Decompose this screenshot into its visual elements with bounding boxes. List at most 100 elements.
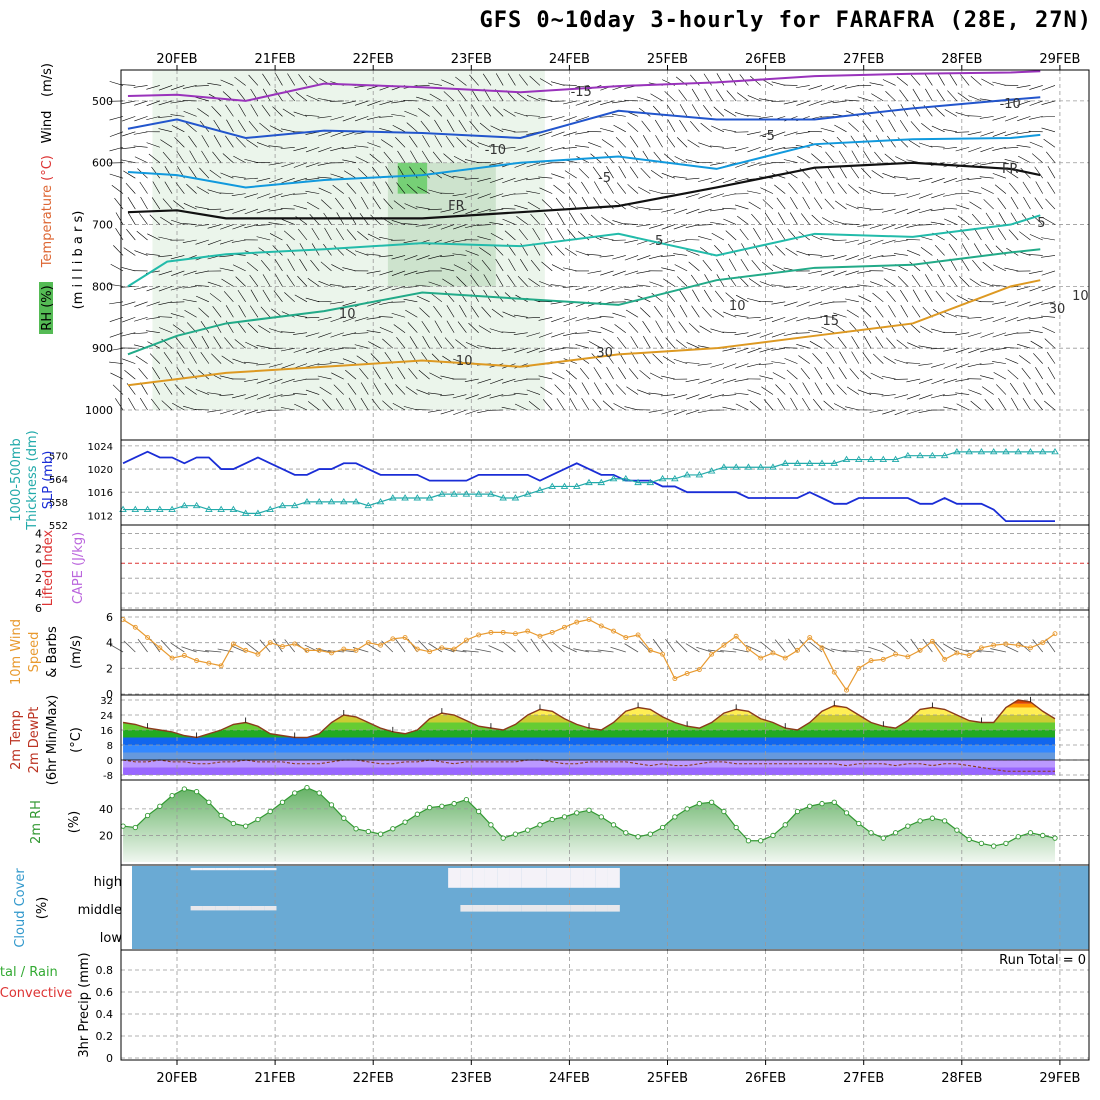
wind-barb [563, 267, 577, 272]
wind-barb [320, 261, 332, 272]
wind-barb [189, 351, 197, 364]
wind-barb [630, 150, 639, 163]
wind-barb [418, 369, 430, 380]
wind-barb [796, 286, 810, 291]
wind-barb [342, 131, 357, 137]
wind-barb [468, 322, 479, 333]
wind-barb [404, 255, 418, 261]
wind-barb [367, 301, 381, 307]
temp2m-unit: (°C) [69, 727, 84, 753]
wind-barb [895, 156, 908, 163]
wind-barb [183, 203, 197, 210]
wind-barb [1045, 198, 1056, 210]
wind-barb [636, 206, 651, 210]
wind-barb [333, 245, 344, 256]
wind-barb [422, 135, 430, 148]
wind-barb [796, 100, 810, 106]
wind-barb [381, 139, 393, 148]
wind-barb [771, 81, 786, 86]
wind-barb [322, 399, 332, 411]
slp-tick-label: 1012 [88, 511, 113, 522]
wind-barb [1029, 301, 1043, 307]
wind-barb [820, 255, 835, 258]
wind-barb [886, 290, 896, 303]
wind-barb [317, 363, 332, 366]
wind-barb [918, 378, 933, 384]
wind-speed-point [206, 660, 212, 666]
wind-barb [1030, 340, 1043, 349]
wind-barb [881, 394, 896, 397]
wind-barb [575, 85, 590, 88]
wind10m-barb [502, 641, 516, 653]
wind-barb [1029, 85, 1043, 90]
wind-barb [785, 170, 798, 179]
wind-barb [248, 120, 259, 133]
wind-barb [182, 299, 197, 303]
wind-barb [495, 73, 504, 86]
wind-barb [320, 199, 332, 210]
wind-barb [514, 403, 528, 411]
wind-barb [722, 128, 737, 133]
wind-barb [753, 227, 761, 241]
wind-barb [910, 121, 921, 133]
wind-barb [991, 284, 1006, 287]
wind-barb [796, 344, 810, 349]
temp-tick-label: 8 [107, 741, 113, 752]
wind-barb [967, 316, 982, 319]
wind-barb [685, 362, 700, 364]
wind10m-barb [381, 640, 394, 653]
wind-barb [906, 224, 921, 228]
wind-barb [211, 105, 222, 117]
wind-barb [373, 382, 381, 395]
temp-tick-label: 32 [100, 696, 113, 707]
wind-barb [992, 116, 1007, 121]
wind-barb [636, 224, 651, 227]
cloud-mid-block [215, 906, 228, 911]
wind-barb [219, 375, 234, 380]
wind-barb [405, 309, 418, 318]
wind-barb [133, 286, 148, 290]
wind-barb [224, 337, 234, 349]
wind-barb [673, 409, 688, 416]
wind-barb [675, 339, 688, 349]
wind-barb [162, 198, 173, 210]
wind-barb [918, 363, 933, 366]
wind-barb [273, 290, 283, 303]
thickness-point [904, 451, 912, 459]
wind-barb [955, 112, 970, 117]
wind-barb [1034, 197, 1043, 210]
wind-barb [311, 227, 320, 241]
cloud-high-block [546, 868, 559, 888]
wind-barb [1029, 100, 1043, 106]
wind-barb [477, 409, 491, 414]
wind-barb [1046, 351, 1056, 364]
wind-barb [957, 215, 970, 225]
wind-barb [985, 244, 994, 256]
wind-barb [391, 270, 406, 276]
rh2m-point [598, 814, 604, 820]
wind-barb [784, 316, 798, 323]
date-label-bottom: 27FEB [843, 1071, 884, 1086]
wind-barb [269, 177, 283, 184]
wind-barb [956, 295, 970, 303]
wind-barb [723, 218, 737, 225]
wind-barb [122, 358, 136, 364]
wind-barb [469, 74, 479, 86]
thickness-point [1026, 447, 1035, 455]
wind-barb [513, 392, 528, 395]
cloud-mid-block [533, 905, 547, 912]
wind-barb [305, 190, 320, 194]
wind-barb [298, 74, 308, 86]
wind-barb [809, 340, 823, 349]
wind-barb [294, 294, 308, 303]
wind-barb [827, 366, 835, 380]
precip-tick-label: 0.2 [96, 1030, 114, 1043]
wind-barb [517, 276, 528, 287]
wind-barb [434, 119, 443, 132]
wind-barb [1004, 332, 1019, 336]
wind-barb [170, 219, 185, 225]
wind-barb [184, 310, 197, 318]
wind-barb [869, 82, 884, 86]
wind-barb [275, 274, 283, 287]
wind-barb [149, 353, 161, 364]
